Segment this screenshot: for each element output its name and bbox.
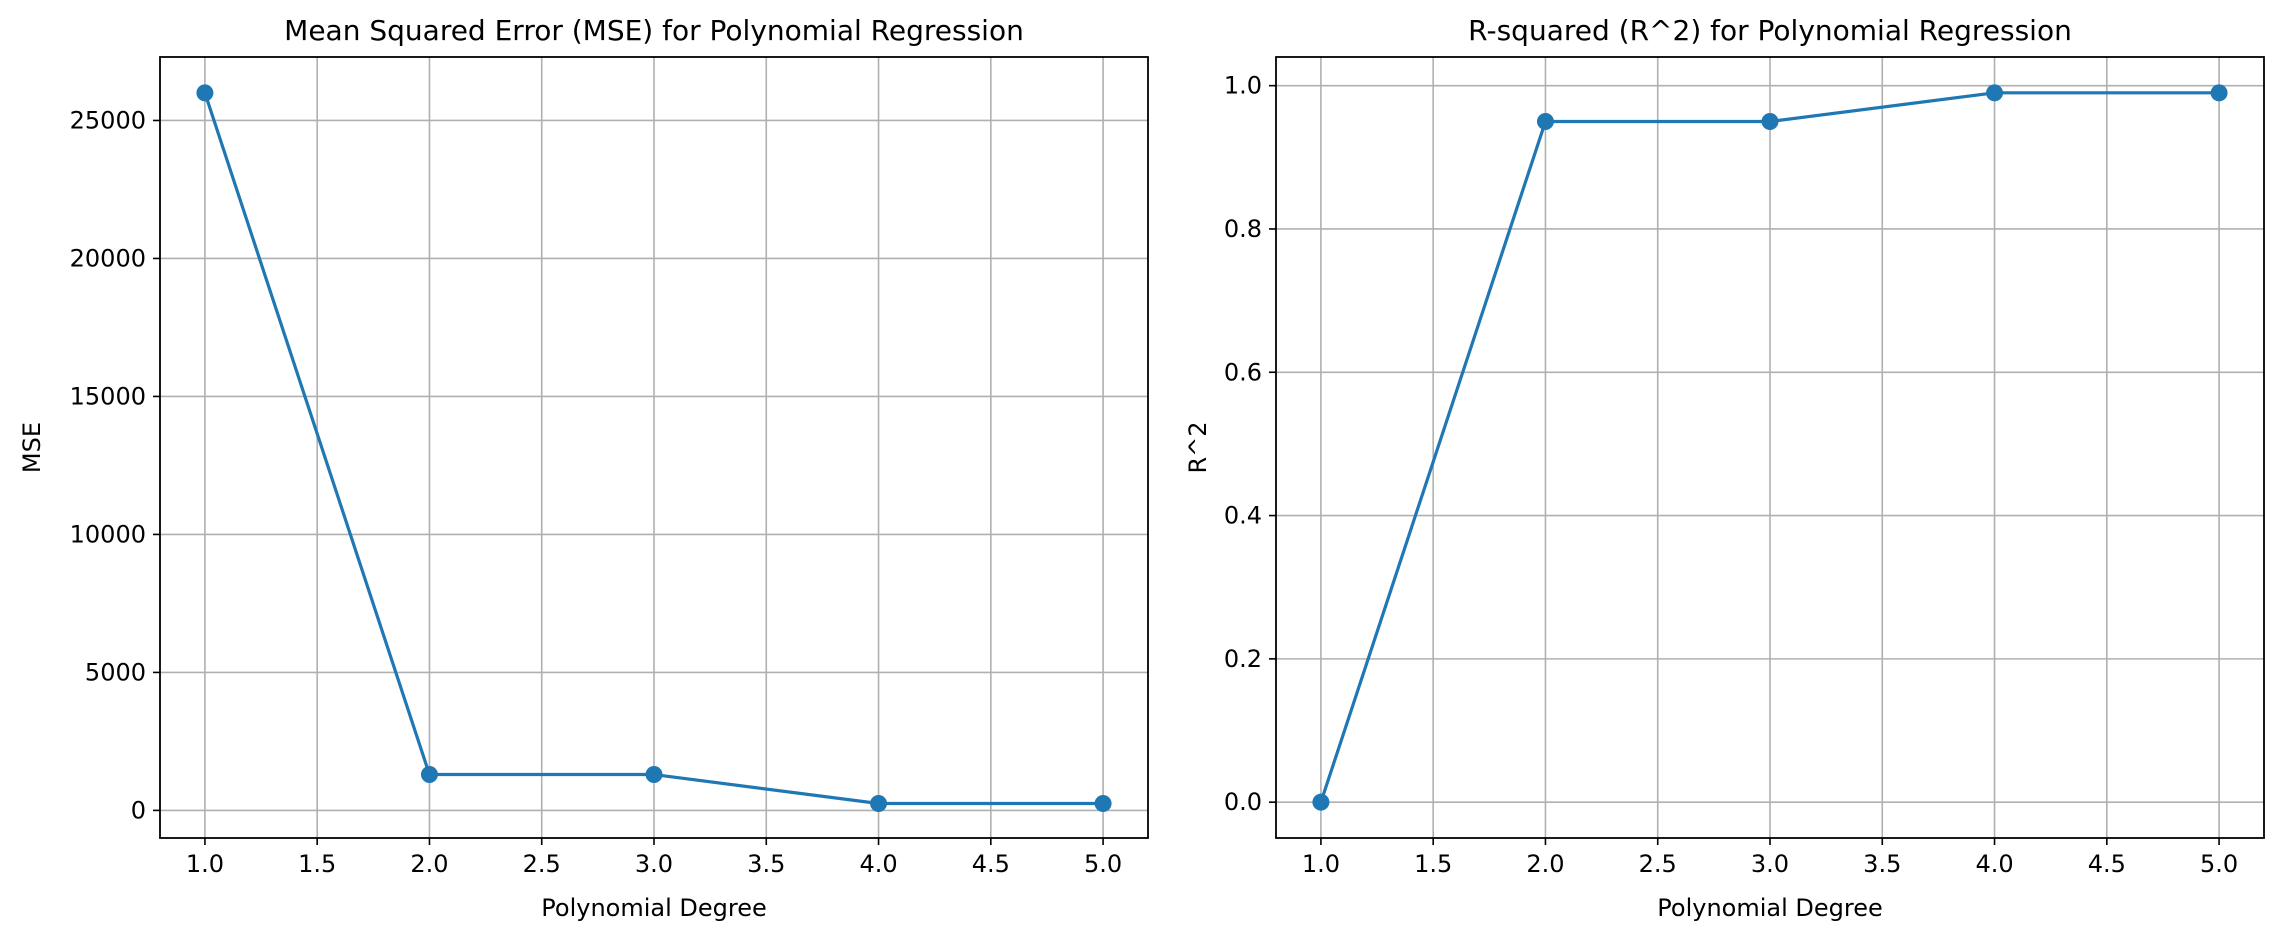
x-tick-label: 1.5 [1414, 850, 1452, 878]
y-tick-label: 0.6 [1224, 358, 1262, 386]
data-point [2210, 84, 2228, 102]
x-axis-label: Polynomial Degree [1657, 894, 1882, 922]
mse-chart: 1.0 1.5 2.0 2.5 3.0 3.5 4.0 4.5 5.0 0 5000 10000 150… [18, 14, 1149, 922]
data-point [1312, 793, 1330, 811]
x-tick-label: 5.0 [1084, 850, 1122, 878]
data-point [1094, 795, 1112, 813]
x-tick-label: 5.0 [2200, 850, 2238, 878]
y-tick-label: 5000 [85, 658, 146, 686]
x-tick-label: 2.0 [1526, 850, 1564, 878]
y-tick-label: 0.0 [1224, 788, 1262, 816]
x-tick-label: 4.0 [859, 850, 897, 878]
x-tick-label: 4.0 [1975, 850, 2013, 878]
data-point [1761, 112, 1779, 130]
x-tick-label: 3.0 [1751, 850, 1789, 878]
x-axis-label: Polynomial Degree [541, 894, 766, 922]
y-tick-label: 0.2 [1224, 645, 1262, 673]
x-tick-label: 3.5 [747, 850, 785, 878]
chart-title: Mean Squared Error (MSE) for Polynomial … [284, 14, 1024, 47]
data-point [420, 766, 438, 784]
x-tick-label: 1.0 [1302, 850, 1340, 878]
y-tick-label: 0.8 [1224, 215, 1262, 243]
data-point [1536, 112, 1554, 130]
data-point [1986, 84, 2004, 102]
x-tick-label: 3.0 [635, 850, 673, 878]
y-tick-label: 1.0 [1224, 72, 1262, 100]
y-tick-label: 25000 [70, 106, 146, 134]
data-point [870, 795, 888, 813]
axes-frame [159, 56, 1149, 839]
data-point [645, 766, 663, 784]
y-tick-label: 20000 [70, 244, 146, 272]
axes-frame [1275, 56, 2265, 839]
y-tick-label: 0.4 [1224, 502, 1262, 530]
x-tick-label: 2.5 [1639, 850, 1677, 878]
x-tick-label: 2.0 [410, 850, 448, 878]
r-squared-chart: 1.0 1.5 2.0 2.5 3.0 3.5 4.0 4.5 5.0 0.0 0.2 0.4 0.6 0… [1184, 14, 2265, 922]
x-tick-label: 3.5 [1863, 850, 1901, 878]
x-tick-label: 1.0 [186, 850, 224, 878]
data-point [196, 84, 214, 102]
chart-title: R-squared (R^2) for Polynomial Regressio… [1468, 14, 2072, 47]
x-tick-label: 4.5 [972, 850, 1010, 878]
y-tick-label: 10000 [70, 520, 146, 548]
x-tick-label: 1.5 [298, 850, 336, 878]
y-axis-label: R^2 [1184, 421, 1212, 473]
y-axis-label: MSE [18, 422, 46, 473]
x-tick-label: 2.5 [523, 850, 561, 878]
x-tick-label: 4.5 [2088, 850, 2126, 878]
y-tick-label: 0 [131, 796, 146, 824]
y-tick-label: 15000 [70, 382, 146, 410]
